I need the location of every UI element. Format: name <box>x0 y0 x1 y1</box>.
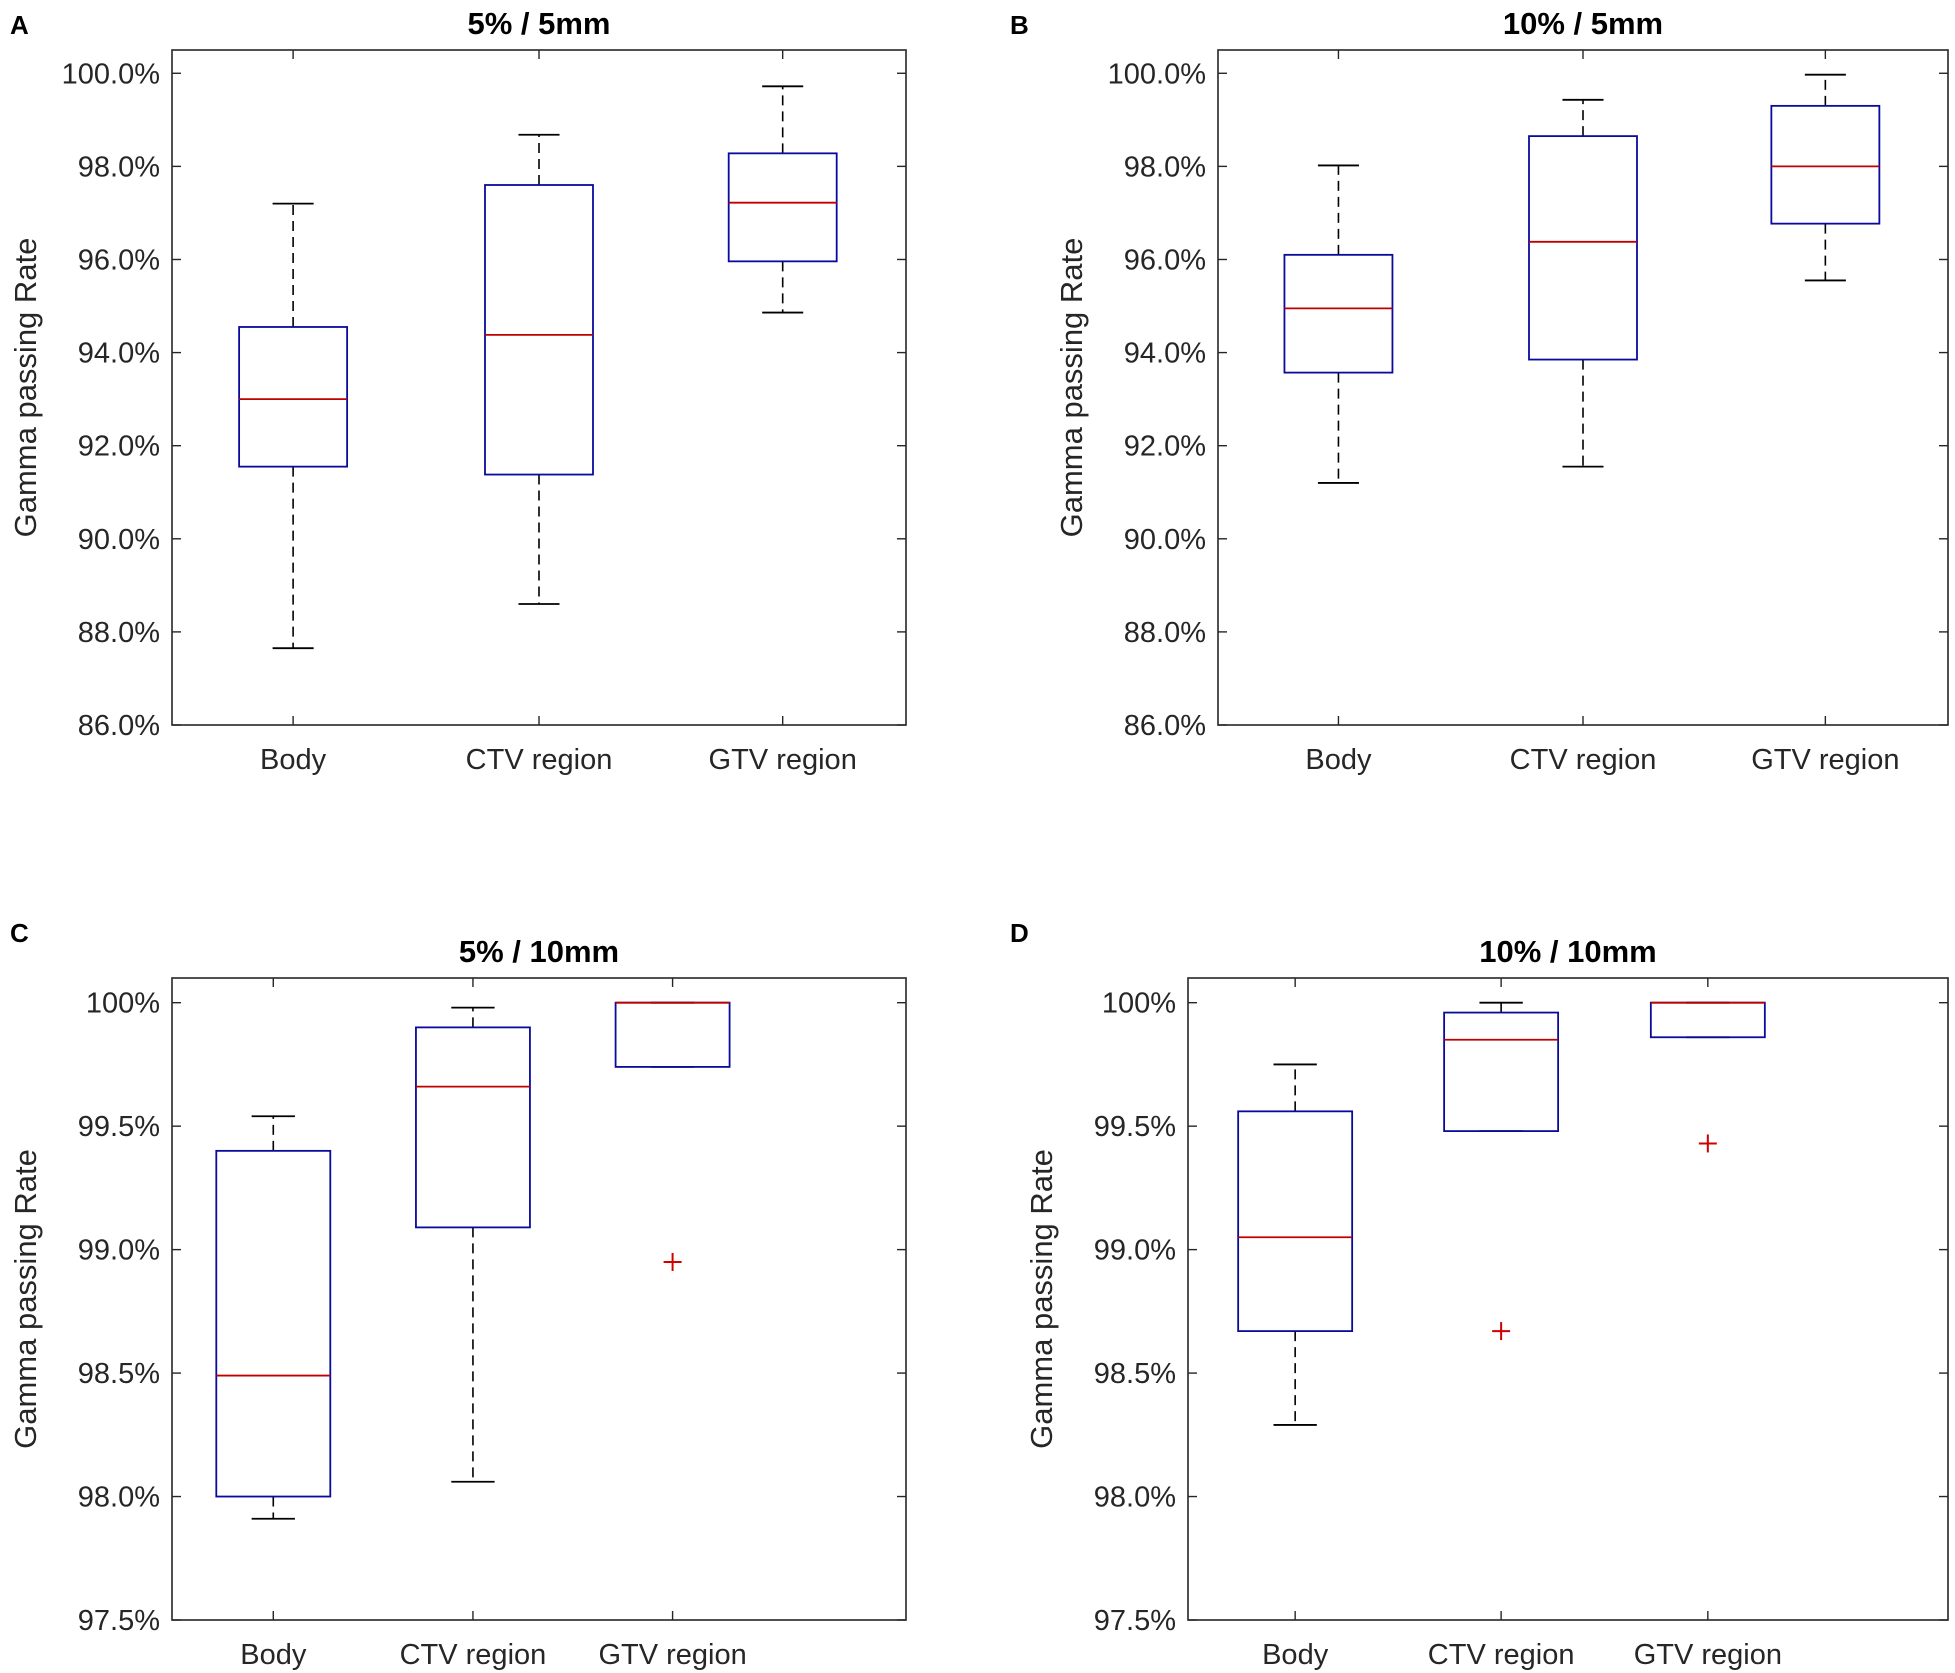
panel-c: C 5% / 10mm 97.5% 98.0% 98.5% 99.0% 99.5% 100% G… <box>8 918 907 1671</box>
panel-a: A 5% / 5mm 86.0% 88.0% 90.0% 92.0% 94.0% 96.0% 9… <box>8 6 907 776</box>
x-tick-label: GTV region <box>1751 744 1899 776</box>
x-tick-label: GTV region <box>598 1639 746 1671</box>
x-tick-label: Body <box>240 1639 307 1671</box>
y-tick-label: 98.0% <box>78 151 160 183</box>
axes-frame <box>171 977 907 1621</box>
y-tick-label: 100% <box>86 988 160 1020</box>
y-tick-label: 100% <box>1102 988 1176 1020</box>
iqr-box <box>1649 1001 1766 1039</box>
box-ctv-region <box>1528 98 1638 468</box>
box-gtv-region <box>727 85 838 314</box>
y-axis-label: Gamma passing Rate <box>1024 1149 1059 1449</box>
box-body <box>238 202 349 650</box>
y-tick-label: 90.0% <box>78 524 160 556</box>
y-tick-label: 100.0% <box>62 58 160 90</box>
chart-title: 10% / 10mm <box>1479 934 1657 969</box>
y-tick-label: 96.0% <box>78 244 160 276</box>
iqr-box <box>415 1026 531 1229</box>
box-gtv-region <box>1770 73 1881 282</box>
iqr-box <box>614 1001 731 1068</box>
y-axis-label: Gamma passing Rate <box>1054 238 1089 538</box>
chart-title: 10% / 5mm <box>1503 6 1663 41</box>
x-tick-label: CTV region <box>400 1639 547 1671</box>
y-tick-label: 86.0% <box>78 710 160 742</box>
panel-d: D 10% / 10mm 97.5% 98.0% 98.5% 99.0% 99.5% 100%… <box>1010 918 1949 1671</box>
y-tick-label: 88.0% <box>1124 617 1206 649</box>
y-tick-label: 97.5% <box>78 1605 160 1637</box>
y-tick-label: 98.5% <box>1094 1358 1176 1390</box>
y-tick-label: 99.5% <box>78 1111 160 1143</box>
iqr-box <box>238 326 349 468</box>
y-tick-label: 98.5% <box>78 1358 160 1390</box>
chart-title: 5% / 10mm <box>459 934 619 969</box>
panel-letter: B <box>1010 10 1029 40</box>
iqr-box <box>1283 253 1394 374</box>
y-tick-label: 88.0% <box>78 617 160 649</box>
iqr-box <box>1770 104 1881 225</box>
iqr-box <box>215 1149 332 1498</box>
iqr-box <box>1528 135 1638 361</box>
y-tick-label: 92.0% <box>78 431 160 463</box>
chart-title: 5% / 5mm <box>467 6 610 41</box>
y-tick-label: 90.0% <box>1124 524 1206 556</box>
box-ctv-region <box>415 1006 531 1483</box>
x-tick-label: Body <box>1262 1639 1329 1671</box>
x-tick-label: CTV region <box>1510 744 1657 776</box>
axes-frame <box>1217 49 1949 726</box>
y-tick-label: 94.0% <box>1124 338 1206 370</box>
outlier-marker <box>663 1252 682 1271</box>
panel-letter: C <box>10 918 29 948</box>
box-body <box>1283 164 1394 484</box>
iqr-box <box>1237 1110 1354 1333</box>
panel-letter: A <box>10 10 29 40</box>
box-body <box>1237 1063 1354 1426</box>
x-tick-label: GTV region <box>709 744 857 776</box>
y-tick-label: 99.0% <box>1094 1235 1176 1267</box>
y-tick-label: 94.0% <box>78 338 160 370</box>
box-ctv-region <box>484 133 594 605</box>
y-tick-label: 98.0% <box>1124 151 1206 183</box>
x-tick-label: CTV region <box>1428 1639 1575 1671</box>
y-tick-label: 92.0% <box>1124 431 1206 463</box>
iqr-box <box>484 184 594 476</box>
y-tick-label: 98.0% <box>1094 1482 1176 1514</box>
y-axis-label: Gamma passing Rate <box>8 1149 43 1449</box>
x-tick-label: Body <box>260 744 327 776</box>
y-tick-label: 96.0% <box>1124 244 1206 276</box>
y-tick-label: 97.5% <box>1094 1605 1176 1637</box>
outlier-marker <box>1698 1134 1717 1153</box>
iqr-box <box>727 152 838 263</box>
y-tick-label: 99.5% <box>1094 1111 1176 1143</box>
box-body <box>215 1115 332 1520</box>
y-tick-label: 86.0% <box>1124 710 1206 742</box>
x-tick-label: CTV region <box>466 744 613 776</box>
y-tick-label: 98.0% <box>78 1482 160 1514</box>
y-axis-label: Gamma passing Rate <box>8 238 43 538</box>
box-ctv-region <box>1443 1001 1560 1341</box>
panel-b: B 10% / 5mm 86.0% 88.0% 90.0% 92.0% 94.0% 96.0%… <box>1010 6 1949 776</box>
iqr-box <box>1443 1011 1560 1132</box>
x-tick-label: GTV region <box>1634 1639 1782 1671</box>
axes-frame <box>1187 977 1949 1621</box>
outlier-marker <box>1492 1322 1511 1341</box>
y-tick-label: 100.0% <box>1108 58 1206 90</box>
box-gtv-region <box>1649 1001 1766 1153</box>
x-tick-label: Body <box>1305 744 1372 776</box>
y-tick-label: 99.0% <box>78 1235 160 1267</box>
panel-letter: D <box>1010 918 1029 948</box>
box-gtv-region <box>614 1001 731 1271</box>
